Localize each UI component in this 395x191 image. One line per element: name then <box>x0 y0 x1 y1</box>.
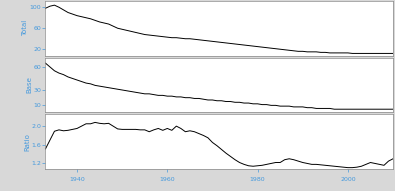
Y-axis label: Base: Base <box>26 77 32 93</box>
Y-axis label: Total: Total <box>23 20 28 36</box>
Y-axis label: Ratio: Ratio <box>24 133 30 151</box>
